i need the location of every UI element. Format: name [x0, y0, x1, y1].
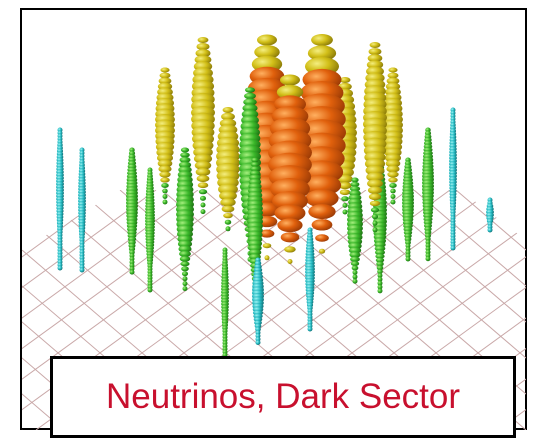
sensor-sphere: [198, 182, 209, 188]
sensor-sphere: [198, 37, 209, 43]
sensor-sphere: [343, 203, 348, 208]
sensor-sphere: [182, 271, 188, 276]
sensor-sphere: [391, 194, 396, 199]
sensor-sphere: [130, 270, 135, 275]
page: Neutrinos, Dark Sector (() => { const da…: [0, 0, 547, 445]
sensor-sphere: [308, 204, 335, 219]
sensor-sphere: [161, 183, 169, 188]
sensor-sphere: [406, 257, 411, 262]
sensor-sphere: [350, 257, 360, 262]
sensor-sphere: [148, 288, 153, 293]
sensor-sphere: [201, 203, 206, 208]
sensor-sphere: [312, 219, 333, 230]
sensor-sphere: [351, 261, 359, 266]
sensor-sphere: [226, 226, 231, 231]
sensor-sphere: [378, 288, 383, 293]
sensor-sphere: [319, 249, 325, 254]
sensor-sphere: [284, 246, 295, 252]
sensor-sphere: [251, 162, 259, 167]
sensor-sphere: [162, 189, 167, 194]
sensor-sphere: [341, 196, 349, 201]
sensor-sphere: [389, 183, 397, 188]
sensor-sphere: [80, 268, 85, 273]
sensor-sphere: [180, 256, 190, 262]
sensor-sphere: [265, 255, 270, 260]
grid-line: [540, 190, 547, 430]
sensor-sphere: [387, 171, 398, 177]
caption: Neutrinos, Dark Sector: [106, 377, 460, 417]
sensor-sphere: [369, 193, 381, 200]
sensor-sphere: [201, 209, 206, 214]
sensor-sphere: [288, 259, 293, 264]
sensor-sphere: [280, 75, 300, 86]
sensor-sphere: [197, 175, 210, 182]
caption-box: Neutrinos, Dark Sector: [50, 356, 516, 438]
sensor-sphere: [181, 266, 189, 271]
sensor-sphere: [223, 213, 233, 218]
sensor-sphere: [245, 87, 255, 92]
sensor-sphere: [369, 48, 382, 55]
sensor-sphere: [373, 221, 378, 226]
sensor-sphere: [281, 232, 300, 242]
sensor-sphere: [225, 220, 231, 225]
sensor-sphere: [373, 227, 378, 232]
sensor-sphere: [181, 148, 189, 153]
sensor-sphere: [353, 279, 358, 284]
sensor-sphere: [368, 186, 382, 194]
sensor-sphere: [160, 177, 169, 182]
sensor-sphere: [391, 200, 396, 205]
sensor-sphere: [180, 152, 190, 157]
sensor-sphere: [340, 189, 350, 195]
sensor-sphere: [180, 261, 189, 266]
sensor-sphere: [160, 68, 169, 73]
sensor-sphere: [222, 206, 235, 213]
sensor-sphere: [251, 158, 258, 163]
sensor-sphere: [196, 168, 211, 176]
sensor-sphere: [183, 276, 188, 281]
sensor-sphere: [223, 107, 234, 113]
sensor-sphere: [488, 228, 493, 233]
sensor-sphere: [311, 34, 333, 46]
sensor-sphere: [163, 200, 168, 205]
sensor-sphere: [372, 214, 378, 219]
sensor-sphere: [426, 256, 431, 261]
sensor-sphere: [183, 286, 188, 291]
sensor-sphere: [352, 270, 357, 275]
sensor-sphere: [277, 218, 302, 232]
sensor-sphere: [388, 177, 397, 182]
sensor-sphere: [390, 189, 395, 194]
sensor-sphere: [451, 246, 456, 251]
sensor-sphere: [353, 274, 358, 279]
sensor-sphere: [370, 201, 380, 207]
sensor-sphere: [220, 198, 235, 206]
sensor-sphere: [343, 210, 348, 215]
sensor-sphere: [352, 266, 359, 271]
sensor-sphere: [199, 189, 207, 194]
sensor-sphere: [388, 68, 397, 73]
sensor-sphere: [256, 340, 261, 345]
grid-line: [540, 190, 547, 430]
sensor-sphere: [183, 281, 188, 286]
sensor-sphere: [58, 266, 63, 271]
sensor-sphere: [370, 42, 381, 48]
sensor-sphere: [351, 178, 358, 183]
sensor-sphere: [263, 243, 272, 248]
sensor-sphere: [244, 93, 256, 99]
sensor-sphere: [315, 234, 329, 242]
sensor-sphere: [257, 35, 277, 46]
sensor-sphere: [308, 327, 313, 332]
sensor-sphere: [163, 194, 168, 199]
grid-line: [0, 190, 22, 430]
sensor-sphere: [200, 196, 206, 201]
sensor-sphere: [159, 171, 170, 177]
sensor-sphere: [371, 208, 379, 213]
